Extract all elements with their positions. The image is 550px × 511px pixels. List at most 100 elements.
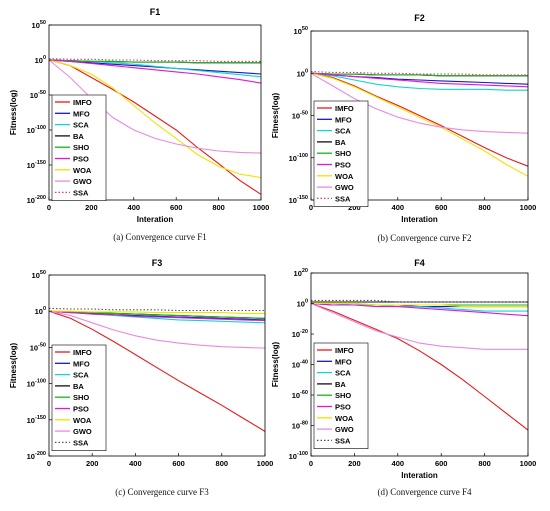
x-axis-label: Interation xyxy=(401,215,438,224)
series-line-imfo xyxy=(310,72,529,167)
x-tick-label: 600 xyxy=(170,203,183,212)
y-tick-label: 10-40 xyxy=(292,360,308,370)
legend-label-mfo: MFO xyxy=(335,357,352,366)
y-tick-label: 10-150 xyxy=(289,195,308,205)
series-line-sho xyxy=(48,59,261,64)
legend-label-sho: SHO xyxy=(73,143,89,152)
x-tick-label: 200 xyxy=(348,459,361,468)
x-tick-label: 0 xyxy=(47,459,51,468)
series-line-ssa xyxy=(311,299,528,303)
figure-caption: (a) Convergence curve F1 xyxy=(113,232,207,242)
x-tick-label: 1000 xyxy=(520,459,537,468)
legend-label-imfo: IMFO xyxy=(73,348,92,357)
chart-title: F2 xyxy=(414,13,425,23)
x-tick-label: 200 xyxy=(348,203,361,212)
y-tick-label: 10-80 xyxy=(292,421,308,431)
series-line-ssa xyxy=(310,71,528,76)
y-tick-label: 10-100 xyxy=(27,379,46,389)
legend-label-pso: PSO xyxy=(335,403,351,412)
plot-frame xyxy=(48,274,266,457)
x-tick-label: 600 xyxy=(435,459,448,468)
y-tick-label: 10-150 xyxy=(27,415,46,425)
x-tick-label: 200 xyxy=(86,459,99,468)
series-line-ssa xyxy=(48,307,265,312)
chart-title: F1 xyxy=(150,7,161,17)
legend-label-sca: SCA xyxy=(73,121,89,130)
y-axis-label: Fitness(log) xyxy=(9,343,18,389)
x-tick-label: 800 xyxy=(478,459,491,468)
legend-label-woa: WOA xyxy=(335,172,354,181)
legend-label-imfo: IMFO xyxy=(335,104,354,113)
legend-label-ssa: SSA xyxy=(73,188,89,197)
legend: IMFO MFO SCA BA SHO PSO WOA GWO SSA xyxy=(51,94,107,201)
legend-label-mfo: MFO xyxy=(73,109,90,118)
legend-label-ssa: SSA xyxy=(335,436,351,445)
legend-label-sho: SHO xyxy=(73,393,89,402)
legend-label-sho: SHO xyxy=(335,391,351,400)
legend-label-pso: PSO xyxy=(335,161,351,170)
x-tick-label: 600 xyxy=(435,203,448,212)
y-tick-label: 10-100 xyxy=(27,125,46,135)
series-line-woa xyxy=(311,302,528,308)
y-axis-label: Fitness(log) xyxy=(271,93,280,139)
figure-caption: (d) Convergence curve F4 xyxy=(377,487,472,497)
y-tick-label: 1050 xyxy=(32,270,46,280)
legend-label-sca: SCA xyxy=(335,369,351,378)
legend-label-mfo: MFO xyxy=(73,359,90,368)
series-line-imfo xyxy=(48,310,266,432)
legend-label-woa: WOA xyxy=(73,416,92,425)
series-line-woa xyxy=(49,310,265,314)
x-tick-label: 800 xyxy=(216,459,229,468)
chart-panel-4: F4 0 200 400 600 800 1000 1020 100 10-20 10-40 10-6… xyxy=(271,258,536,497)
x-tick-label: 1000 xyxy=(253,203,270,212)
series-line-gwo xyxy=(310,302,528,350)
x-tick-label: 400 xyxy=(392,459,405,468)
legend-label-woa: WOA xyxy=(73,166,92,175)
legend-label-mfo: MFO xyxy=(335,115,352,124)
chart-title: F3 xyxy=(152,258,163,268)
x-tick-label: 1000 xyxy=(520,203,537,212)
plot-frame xyxy=(48,24,262,201)
legend-label-gwo: GWO xyxy=(335,425,354,434)
x-tick-label: 600 xyxy=(172,459,185,468)
legend-label-woa: WOA xyxy=(335,414,354,423)
y-tick-label: 1050 xyxy=(294,26,308,36)
legend-label-ssa: SSA xyxy=(335,194,351,203)
legend-label-sho: SHO xyxy=(335,149,351,158)
x-tick-label: 0 xyxy=(309,459,313,468)
legend: IMFO MFO SCA BA SHO PSO WOA GWO SSA xyxy=(51,344,107,451)
chart-title: F4 xyxy=(414,258,425,268)
x-tick-label: 400 xyxy=(128,203,141,212)
y-tick-label: 10-200 xyxy=(27,195,46,205)
chart-panel-3: F3 0 200 400 600 800 1000 1050 100 10-50 10-100 10-… xyxy=(9,258,273,497)
y-tick-label: 10-100 xyxy=(289,451,308,461)
legend-label-ba: BA xyxy=(335,380,346,389)
y-tick-label: 10-50 xyxy=(292,111,308,121)
y-axis-label: Fitness(log) xyxy=(9,90,18,136)
y-tick-label: 10-50 xyxy=(30,342,46,352)
series-line-pso xyxy=(310,72,529,88)
series-line-gwo xyxy=(48,59,262,154)
x-axis-label: Interation xyxy=(137,215,174,224)
series-line-imfo xyxy=(310,302,529,431)
chart-panel-1: F1 0 200 400 600 800 1000 1050 100 10-50 10-100 10-… xyxy=(9,7,269,242)
legend-label-imfo: IMFO xyxy=(335,346,354,355)
y-tick-label: 100 xyxy=(297,68,308,78)
legend-label-pso: PSO xyxy=(73,155,89,164)
x-tick-label: 1000 xyxy=(257,459,274,468)
legend-box xyxy=(313,100,369,207)
legend-label-gwo: GWO xyxy=(335,183,354,192)
x-tick-label: 400 xyxy=(392,203,405,212)
y-tick-label: 10-100 xyxy=(289,153,308,163)
y-tick-label: 100 xyxy=(35,306,46,316)
y-tick-label: 1020 xyxy=(294,268,308,278)
x-tick-label: 800 xyxy=(478,203,491,212)
x-tick-label: 0 xyxy=(47,203,51,212)
series-line-woa xyxy=(310,72,529,177)
series-line-woa xyxy=(48,59,262,179)
legend-box xyxy=(51,94,107,201)
series-line-gwo xyxy=(310,72,529,134)
series-line-sca xyxy=(310,72,528,91)
legend: IMFO MFO SCA BA SHO PSO WOA GWO SSA xyxy=(313,100,369,207)
